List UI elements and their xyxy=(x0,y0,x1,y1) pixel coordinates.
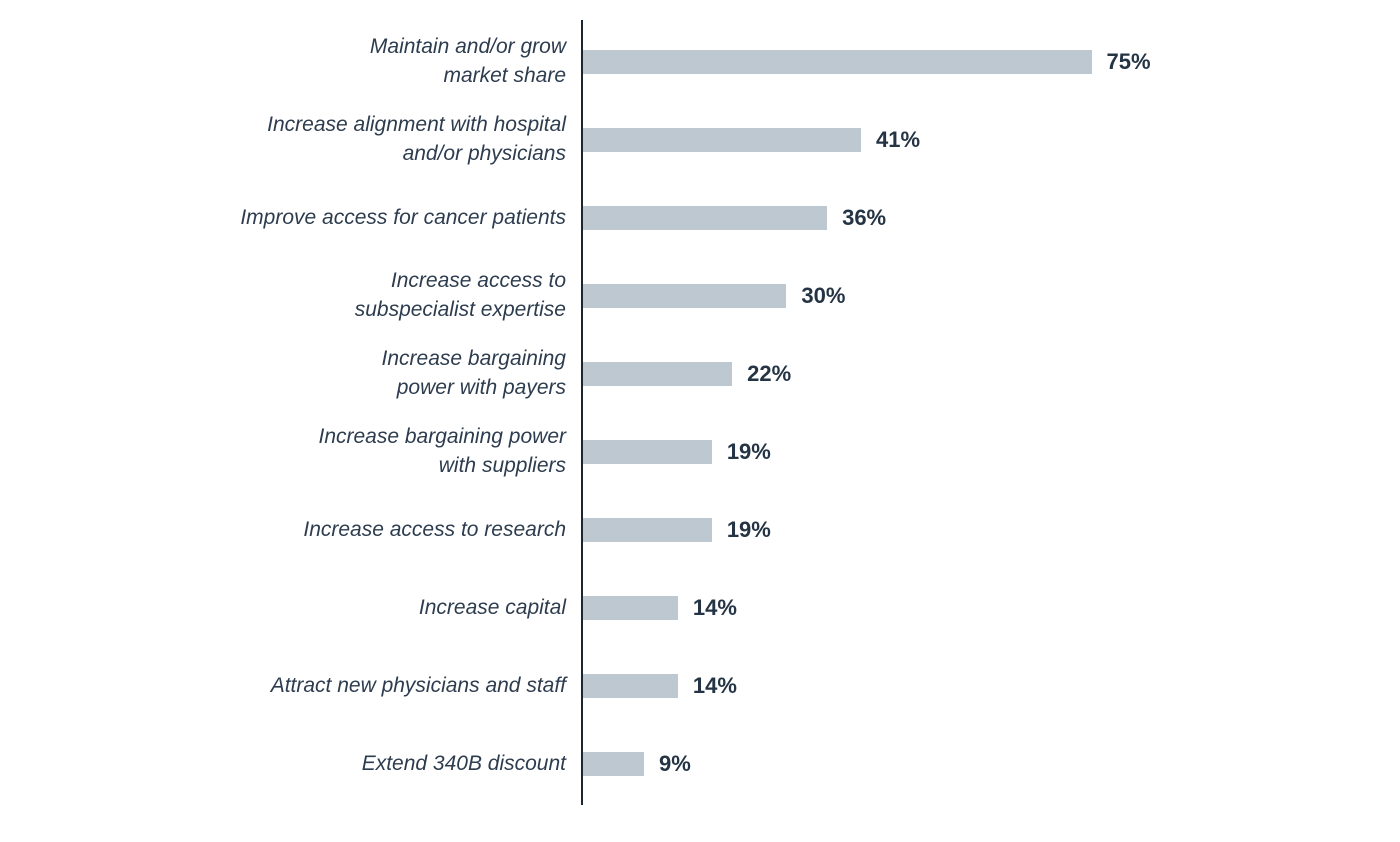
y-axis-line xyxy=(581,20,583,805)
category-label: Maintain and/or grow market share xyxy=(369,35,566,87)
value-label: 75% xyxy=(1106,49,1151,74)
category-label: Attract new physicians and staff xyxy=(270,673,566,697)
bar xyxy=(583,284,787,308)
value-label: 19% xyxy=(726,517,771,542)
bar-row: Increase bargaining power with payers 22% xyxy=(0,335,1400,413)
value-label: 14% xyxy=(692,673,737,698)
bar-row: Improve access for cancer patients 36% xyxy=(0,179,1400,257)
bar xyxy=(583,362,733,386)
bar-row: Increase capital 14% xyxy=(0,569,1400,647)
category-label: Improve access for cancer patients xyxy=(240,205,566,229)
bar-rows: Maintain and/or grow market share 75% Incr… xyxy=(0,23,1400,803)
bar-row: Increase alignment with hospital and/or … xyxy=(0,101,1400,179)
bar-row: Increase access to subspecialist experti… xyxy=(0,257,1400,335)
bar-row: Attract new physicians and staff 14% xyxy=(0,647,1400,725)
category-label: Increase access to research xyxy=(303,517,566,541)
value-label: 14% xyxy=(692,595,737,620)
bar xyxy=(583,440,712,464)
value-label: 19% xyxy=(726,439,771,464)
category-label: Increase bargaining power with suppliers xyxy=(318,425,567,477)
bar-row: Extend 340B discount 9% xyxy=(0,725,1400,803)
category-label: Extend 340B discount xyxy=(361,751,566,775)
bar xyxy=(583,206,828,230)
value-label: 36% xyxy=(842,205,887,230)
bar xyxy=(583,518,712,542)
value-label: 22% xyxy=(747,361,792,386)
category-label: Increase alignment with hospital and/or … xyxy=(267,113,566,165)
value-label: 41% xyxy=(875,127,921,152)
category-label: Increase bargaining power with payers xyxy=(381,347,566,399)
category-label: Increase capital xyxy=(418,595,566,619)
value-label: 9% xyxy=(659,751,691,776)
bar xyxy=(583,752,645,776)
bar-row: Increase bargaining power with suppliers… xyxy=(0,413,1400,491)
bar xyxy=(583,50,1092,74)
bar xyxy=(583,128,861,152)
bar-row: Increase access to research 19% xyxy=(0,491,1400,569)
bar-row: Maintain and/or grow market share 75% xyxy=(0,23,1400,101)
bar xyxy=(583,596,678,620)
value-label: 30% xyxy=(801,283,846,308)
bar xyxy=(583,674,678,698)
category-label: Increase access to subspecialist experti… xyxy=(354,269,566,321)
